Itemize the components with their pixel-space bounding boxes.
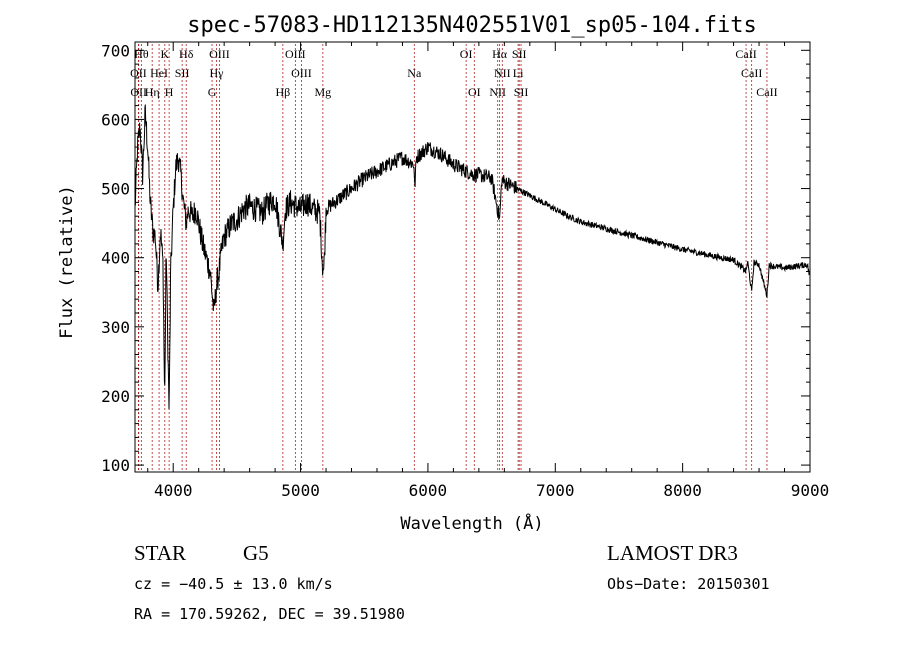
observation-date: Obs−Date: 20150301 [607,575,770,593]
x-tick-label: 7000 [536,481,575,500]
spectrum-line [134,104,811,410]
spectral-line-label: OIII [291,66,312,80]
spectral-line-label: Hβ [275,85,290,99]
x-tick-label: 6000 [409,481,448,500]
spectral-line-label: SII [512,47,527,61]
spectral-line-label: Hθ [134,47,149,61]
spectral-line-label: OI [468,85,481,99]
spectral-line-label: HeI [150,66,168,80]
spectral-line-label: Mg [315,85,332,99]
spectral-line-label: Na [407,66,422,80]
x-tick-label: 5000 [281,481,320,500]
spectral-line-label: CaII [756,85,777,99]
x-tick-label: 8000 [663,481,702,500]
spectral-line-label: SII [175,66,190,80]
spectral-line-label: OI [460,47,473,61]
spectral-line-label: NII [494,66,511,80]
redshift-cz: cz = −40.5 ± 13.0 km/s [134,575,333,593]
y-tick-label: 700 [101,41,130,60]
spectral-line-label: OIII [209,47,230,61]
y-tick-label: 600 [101,110,130,129]
spectral-line-label: NII [489,85,506,99]
spectral-line-label: Hη [145,85,160,99]
x-tick-label: 9000 [791,481,830,500]
y-tick-label: 500 [101,180,130,199]
spectral-line-label: Hα [492,47,508,61]
spectral-line-markers [138,44,768,472]
x-axis-ticks: 4000 5000 6000 7000 8000 9000 [147,42,830,500]
y-axis-ticks: 100 200 300 400 500 600 700 [101,41,810,475]
spectral-line-label: Hδ [179,47,194,61]
survey-name: LAMOST DR3 [607,541,738,565]
y-tick-label: 200 [101,387,130,406]
spectral-line-label: OII [130,66,147,80]
y-tick-label: 400 [101,249,130,268]
x-axis-label: Wavelength (Å) [400,512,543,534]
subclass: G5 [243,541,269,565]
spectral-line-label: Li [513,66,524,80]
y-tick-label: 300 [101,318,130,337]
x-tick-label: 4000 [154,481,193,500]
spectral-line-label: OIII [285,47,306,61]
plot-frame [134,41,811,473]
y-tick-label: 100 [101,456,130,475]
coordinates: RA = 170.59262, DEC = 39.51980 [134,605,405,623]
y-axis-label: Flux (relative) [57,185,77,339]
chart-title: spec-57083-HD112135N402551V01_sp05-104.f… [187,13,757,38]
spectral-line-label: G [208,85,217,99]
object-class: STAR [134,541,186,565]
spectral-line-labels: Hθ K Hδ OIII OIII OI Hα SII CaII OII HeI SII Hγ OIII N… [130,47,778,99]
spectral-line-label: K [160,47,169,61]
spectral-line-label: H [165,85,174,99]
spectral-line-label: CaII [741,66,762,80]
spectral-line-label: Hγ [210,66,225,80]
spectral-line-label: SII [514,85,529,99]
spectral-line-label: CaII [735,47,756,61]
